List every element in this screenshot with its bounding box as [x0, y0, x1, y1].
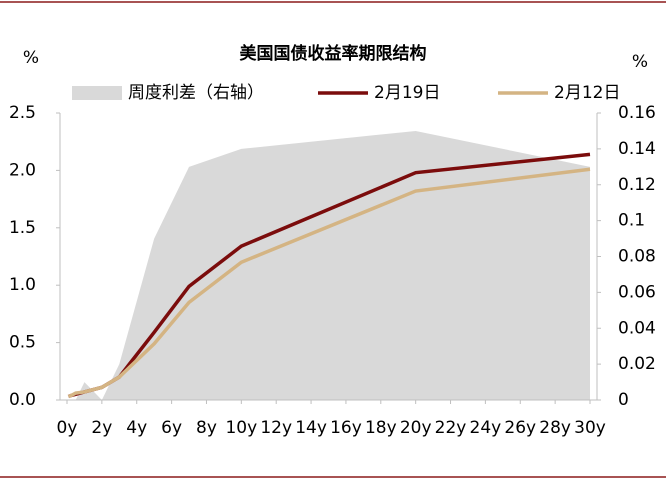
line — [67, 167, 591, 399]
x-tick-label: 22y — [435, 418, 467, 438]
y-tick-label: 0.0 — [9, 390, 36, 410]
x-tick-label: 20y — [400, 418, 432, 438]
x-tick-label: 2y — [91, 418, 112, 438]
x-tick-label: 24y — [470, 418, 502, 438]
y-axis-label: % — [23, 48, 39, 68]
y2-tick-label: 0.06 — [618, 282, 656, 302]
x-tick-label: 14y — [295, 418, 327, 438]
x-tick-label: 0y — [57, 418, 78, 438]
x-tick-label: 4y — [126, 418, 147, 438]
x-tick-label: 8y — [196, 418, 217, 438]
x-tick-label: 16y — [330, 418, 362, 438]
y2-tick-label: 0.12 — [618, 175, 656, 195]
y2-tick-label: 0.08 — [618, 247, 656, 267]
y2-tick-label: 0.16 — [618, 103, 656, 123]
x-tick-label: 10y — [225, 418, 257, 438]
x-tick-label: 6y — [161, 418, 182, 438]
x-tick-label: 18y — [365, 418, 397, 438]
y-tick-label: 0.5 — [9, 333, 36, 353]
legend-label: 周度利差（右轴） — [128, 83, 264, 103]
x-tick-label: 26y — [504, 418, 536, 438]
chart-title: 美国国债收益率期限结构 — [240, 43, 427, 64]
y2-tick-label: 0.02 — [618, 354, 656, 374]
legend-label: 2月19日 — [374, 83, 440, 103]
x-tick-label: 12y — [260, 418, 292, 438]
legend-label: 2月12日 — [554, 83, 620, 103]
legend-swatch — [72, 86, 122, 100]
x-tick-label: 28y — [539, 418, 571, 438]
y2-axis-label: % — [632, 52, 648, 72]
y-tick-label: 2.5 — [9, 103, 36, 123]
y2-tick-label: 0 — [618, 390, 629, 410]
y2-tick-label: 0.1 — [618, 211, 645, 231]
area — [68, 130, 591, 400]
x-tick-label: 30y — [574, 418, 606, 438]
y2-tick-label: 0.04 — [618, 318, 656, 338]
y2-tick-label: 0.14 — [618, 139, 656, 159]
y-tick-label: 1.0 — [9, 275, 36, 295]
y-tick-label: 1.5 — [9, 218, 36, 238]
y-tick-label: 2.0 — [9, 160, 36, 180]
